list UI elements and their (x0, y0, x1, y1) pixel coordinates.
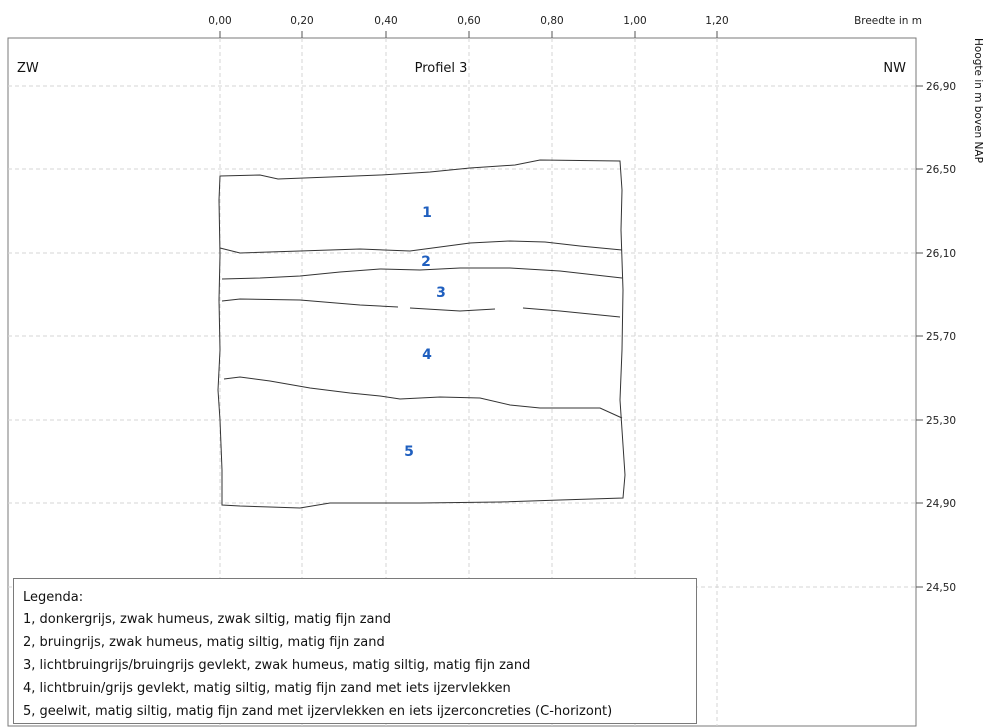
layer-boundary (522, 307, 621, 318)
y-tick-label: 26,10 (926, 248, 956, 260)
layer-label: 1 (422, 205, 432, 221)
legend-item: 5, geelwit, matig siltig, matig fijn zan… (23, 704, 613, 719)
layer-label: 4 (422, 347, 432, 363)
legend-item: 4, lichtbruin/grijs gevlekt, matig silti… (23, 681, 511, 696)
legend-item: 3, lichtbruingrijs/bruingrijs gevlekt, z… (23, 658, 531, 673)
profile-outline (217, 159, 626, 509)
y-tick-label: 24,90 (926, 498, 956, 510)
x-tick-label: 0,60 (457, 15, 480, 27)
horizontal-grid (8, 85, 916, 588)
profile-title: Profiel 3 (415, 61, 468, 76)
legend-item: 1, donkergrijs, zwak humeus, zwak siltig… (23, 612, 391, 627)
vertical-grid (219, 38, 718, 726)
legend-box: Legenda: 1, donkergrijs, zwak humeus, zw… (13, 578, 697, 724)
right-orientation-label: NW (883, 61, 906, 76)
x-tick-label: 1,00 (623, 15, 646, 27)
x-axis-title: Breedte in m (854, 15, 922, 27)
y-tick-label: 24,50 (926, 582, 956, 594)
layer-label: 2 (421, 254, 431, 270)
x-tick-label: 1,20 (705, 15, 728, 27)
layer-boundary (221, 267, 623, 280)
layer-label: 3 (436, 285, 446, 301)
y-tick-label: 26,50 (926, 164, 956, 176)
x-tick-marks (219, 31, 718, 38)
profile-drawing (217, 159, 626, 509)
layer-label: 5 (404, 444, 414, 460)
x-tick-label: 0,00 (208, 15, 231, 27)
x-tick-label: 0,80 (540, 15, 563, 27)
layer-boundary (409, 307, 496, 312)
legend-item: 2, bruingrijs, zwak humeus, matig siltig… (23, 635, 385, 650)
layer-boundary (219, 240, 623, 254)
y-tick-label: 25,70 (926, 331, 956, 343)
y-tick-label: 26,90 (926, 81, 956, 93)
x-tick-label: 0,40 (374, 15, 397, 27)
y-tick-label: 25,30 (926, 415, 956, 427)
left-orientation-label: ZW (17, 61, 39, 76)
plot-frame (7, 37, 917, 727)
legend-title: Legenda: (23, 590, 84, 605)
layer-boundary (221, 298, 399, 308)
x-tick-label: 0,20 (290, 15, 313, 27)
y-axis-title: Hoogte in m boven NAP (972, 38, 984, 163)
layer-boundary (223, 376, 623, 419)
y-tick-marks (916, 85, 923, 588)
